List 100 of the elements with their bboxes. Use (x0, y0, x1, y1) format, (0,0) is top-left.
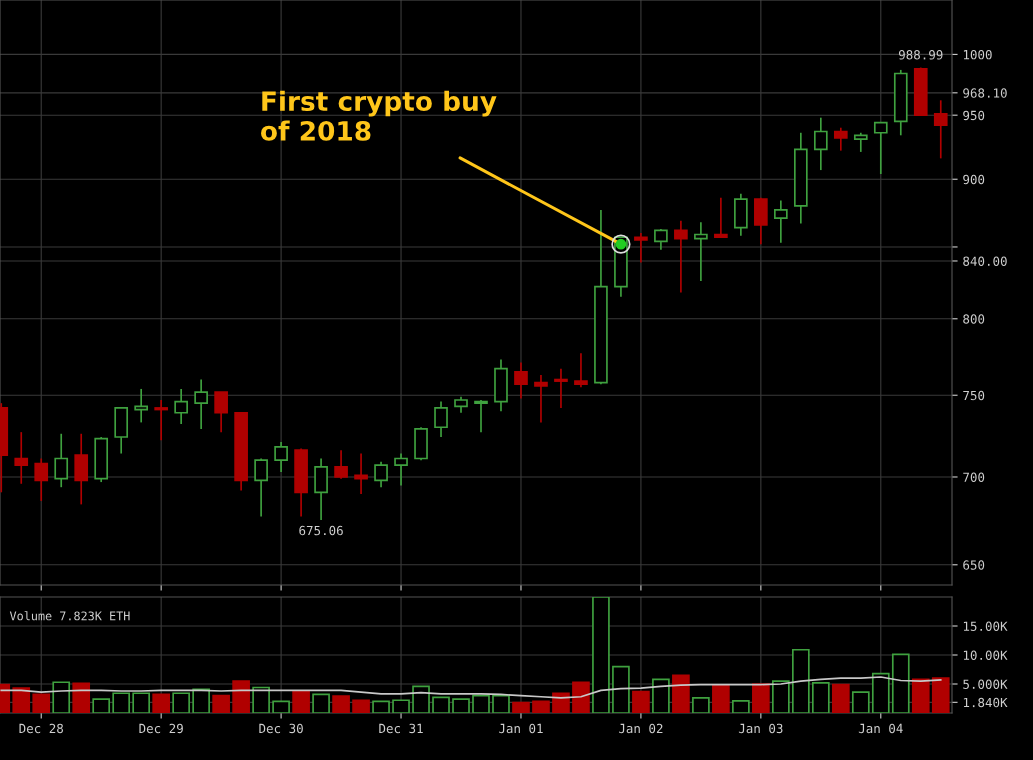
candlestick (654, 228, 668, 251)
y-tick-label: 1000 (963, 49, 992, 60)
bar (532, 700, 550, 713)
bar (132, 692, 151, 713)
bar (372, 700, 390, 713)
bar (612, 665, 630, 713)
candlestick (813, 116, 828, 171)
y-tick-label: 950 (963, 110, 985, 121)
bar (891, 653, 910, 713)
bar (732, 699, 750, 713)
bar (811, 682, 830, 713)
x-tick-label: Dec 29 (139, 723, 183, 734)
annotation: 988.99 (898, 50, 943, 60)
candlestick (434, 400, 448, 438)
bar (911, 678, 930, 713)
bar (492, 694, 510, 713)
bar (452, 698, 470, 713)
bar (592, 597, 610, 713)
candlestick (853, 131, 868, 153)
candlestick (154, 399, 168, 442)
bar (552, 692, 570, 713)
x-tick-label: Dec 31 (379, 723, 423, 734)
candlestick (694, 221, 708, 282)
y-tick-label: 1.840K (963, 697, 1008, 708)
candlestick (34, 457, 49, 502)
y-tick-label: 750 (963, 390, 985, 401)
line-series (0, 676, 942, 699)
x-tick-label: Jan 01 (499, 723, 543, 734)
candlestick (574, 352, 588, 389)
candlestick (194, 378, 208, 430)
bar (272, 700, 290, 713)
bar (172, 692, 190, 713)
candlestick (374, 461, 388, 489)
x-tick-label: Dec 30 (259, 723, 303, 734)
bar (791, 648, 810, 713)
bar (92, 698, 111, 713)
y-tick-label: 700 (963, 472, 985, 482)
candlestick (774, 199, 788, 244)
y-tick-label: 900 (963, 174, 985, 185)
bar (412, 685, 430, 713)
bar (252, 686, 270, 713)
bar (672, 674, 690, 713)
bar (192, 688, 210, 713)
y-tick-label: 840.00 (963, 256, 1007, 266)
bar (851, 691, 870, 713)
bar (871, 672, 890, 713)
bar (652, 678, 670, 713)
bar (931, 677, 950, 713)
candlestick (354, 452, 368, 495)
bar (752, 683, 770, 713)
y-tick-label: 650 (963, 560, 985, 570)
candlestick (634, 232, 648, 264)
candlestick (214, 391, 228, 433)
bar (432, 696, 450, 713)
candlestick (54, 432, 69, 489)
candlestick (833, 126, 848, 152)
candlestick (334, 449, 348, 480)
y-tick-label: 5.000K (963, 679, 1008, 689)
x-tick-label: Jan 02 (619, 723, 663, 734)
bar (831, 683, 850, 713)
bar (232, 680, 250, 713)
candlestick (674, 219, 688, 294)
candlestick (514, 361, 528, 400)
bar (512, 701, 530, 713)
candlestick (554, 367, 568, 409)
x-tick-label: Jan 03 (738, 723, 783, 734)
bar (52, 681, 71, 713)
bar (472, 694, 490, 713)
bar (352, 699, 370, 713)
candlestick (174, 388, 188, 425)
candlestick (534, 374, 548, 424)
annotation: First crypto buy of 2018 (261, 90, 497, 141)
bar (112, 692, 131, 713)
x-tick-label: Dec 28 (19, 723, 64, 734)
bar (72, 682, 91, 713)
candlestick (474, 399, 488, 433)
bar (632, 690, 650, 713)
y-tick-label: 800 (963, 314, 985, 324)
x-tick-label: Jan 04 (858, 723, 903, 734)
bar (712, 684, 730, 713)
bar (32, 693, 51, 713)
candlestick (254, 457, 268, 518)
bar (152, 693, 170, 713)
annotation: 675.06 (299, 525, 343, 536)
candlestick (14, 431, 29, 485)
bar (292, 690, 310, 713)
bar (312, 693, 330, 713)
bar (392, 699, 410, 713)
bar (692, 697, 710, 713)
candlestick (714, 196, 728, 239)
candlestick (394, 452, 408, 487)
y-tick-label: 15.00K (963, 621, 1008, 631)
bar (212, 694, 230, 713)
candlestick (933, 99, 948, 160)
text: Volume 7.823K ETH (9, 611, 130, 621)
bar (332, 695, 350, 713)
candlestick (873, 121, 888, 175)
bar (572, 681, 590, 713)
y-tick-label: 10.00K (963, 650, 1008, 660)
y-tick-label: 968.10 (963, 88, 1007, 98)
